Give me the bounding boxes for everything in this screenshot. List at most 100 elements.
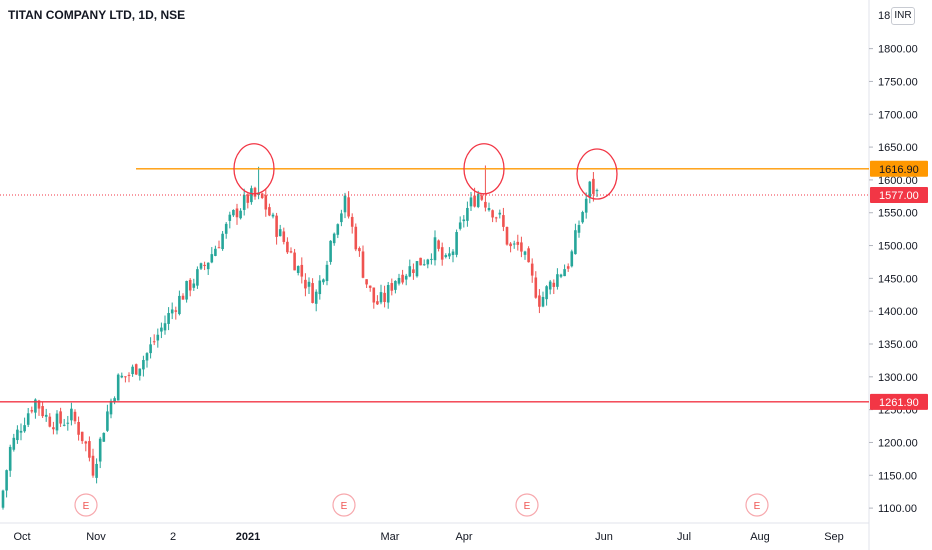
support-price-label: 1261.90 [879, 397, 919, 409]
x-tick-label: Jul [677, 531, 691, 543]
candle-body [476, 193, 480, 207]
candle-body [145, 353, 149, 361]
candle-body [332, 233, 336, 244]
candle-body [160, 327, 163, 332]
y-tick-label: 1650.00 [878, 142, 918, 154]
candle-body [116, 374, 120, 401]
candle-body [595, 190, 599, 192]
candle-body [358, 248, 361, 252]
candle-body [422, 264, 426, 266]
y-tick-label: 1750.00 [878, 76, 918, 88]
candle-body [505, 227, 509, 245]
candle-body [232, 209, 235, 216]
x-tick-label: 2021 [236, 531, 260, 543]
candle-body [12, 437, 16, 450]
candle-body [354, 226, 358, 250]
candle-body [577, 225, 581, 233]
candle-body [214, 248, 217, 256]
candle-body [347, 197, 350, 217]
candle-body [192, 283, 196, 288]
candle-body [408, 266, 412, 277]
last-price-box [870, 186, 928, 203]
candle-body [368, 285, 372, 288]
candle-body [523, 251, 527, 255]
x-tick-label: Jun [595, 531, 613, 543]
candle-body [314, 291, 318, 304]
chart-title: TITAN COMPANY LTD, 1D, NSE [8, 8, 186, 22]
candle-body [487, 208, 491, 211]
candle-body [152, 341, 156, 343]
candle-body [268, 207, 271, 216]
candle-body [343, 195, 347, 213]
candle-body [512, 243, 516, 245]
candle-body [473, 195, 476, 207]
candle-body [325, 264, 329, 282]
candle-body [566, 266, 570, 269]
candle-body [415, 261, 419, 277]
candle-body [440, 247, 444, 260]
candle-body [242, 194, 246, 210]
support-price-box [870, 393, 928, 410]
y-tick-label: 1400.00 [878, 306, 918, 318]
candle-body [181, 295, 185, 300]
earnings-marker-label: E [341, 501, 348, 512]
candle-body [149, 344, 152, 354]
resistance-price-box [870, 160, 928, 177]
candle-body [412, 269, 415, 274]
candle-body [224, 223, 228, 234]
candle-body [52, 427, 55, 430]
candle-body [444, 255, 448, 258]
candle-body [559, 274, 563, 277]
y-tick-label: 1200.00 [878, 437, 918, 449]
earnings-marker [74, 493, 98, 517]
candle-body [300, 264, 304, 277]
y-tick-label: 1600.00 [878, 175, 918, 187]
candle-body [98, 438, 102, 462]
currency-badge[interactable]: INR [891, 7, 915, 25]
y-tick-label: 1100.00 [878, 503, 917, 515]
candle-body [8, 446, 12, 471]
candle-body [127, 374, 131, 376]
candle-body [210, 254, 214, 263]
candle-body [156, 334, 160, 341]
candle-body [88, 441, 91, 458]
candle-body [538, 295, 541, 307]
candle-body [95, 463, 98, 478]
candle-body [311, 283, 314, 303]
candle-body [5, 470, 8, 491]
candle-body [350, 216, 354, 227]
peak-circle-annotation [463, 143, 505, 195]
candle-body [80, 431, 84, 442]
resistance-price-label: 1616.90 [879, 164, 919, 176]
candle-body [59, 411, 62, 424]
candle-body [235, 208, 239, 218]
candle-body [379, 292, 383, 303]
candle-body [174, 310, 178, 312]
candle-body [361, 251, 365, 278]
x-tick-label: Aug [750, 531, 770, 543]
x-tick-label: Mar [381, 531, 400, 543]
x-tick-label: 2 [170, 531, 176, 543]
candle-body [289, 251, 293, 253]
y-tick-label: 1150.00 [878, 470, 917, 482]
candle-body [534, 277, 538, 298]
candle-body [433, 237, 437, 261]
candle-body [91, 455, 95, 476]
x-tick-label: Sep [824, 531, 844, 543]
candle-body [329, 240, 332, 262]
candle-body [386, 284, 390, 303]
candle-body [588, 181, 592, 198]
candle-body [113, 398, 116, 402]
x-tick-label: Oct [13, 531, 30, 543]
candle-body [264, 195, 268, 210]
y-tick-label: 1700.00 [878, 109, 918, 121]
candle-body [322, 279, 325, 283]
candle-body [383, 292, 386, 302]
candle-body [570, 251, 574, 267]
candle-body [304, 279, 307, 289]
earnings-marker [332, 493, 356, 517]
candle-body [581, 212, 584, 223]
candle-body [584, 198, 588, 213]
